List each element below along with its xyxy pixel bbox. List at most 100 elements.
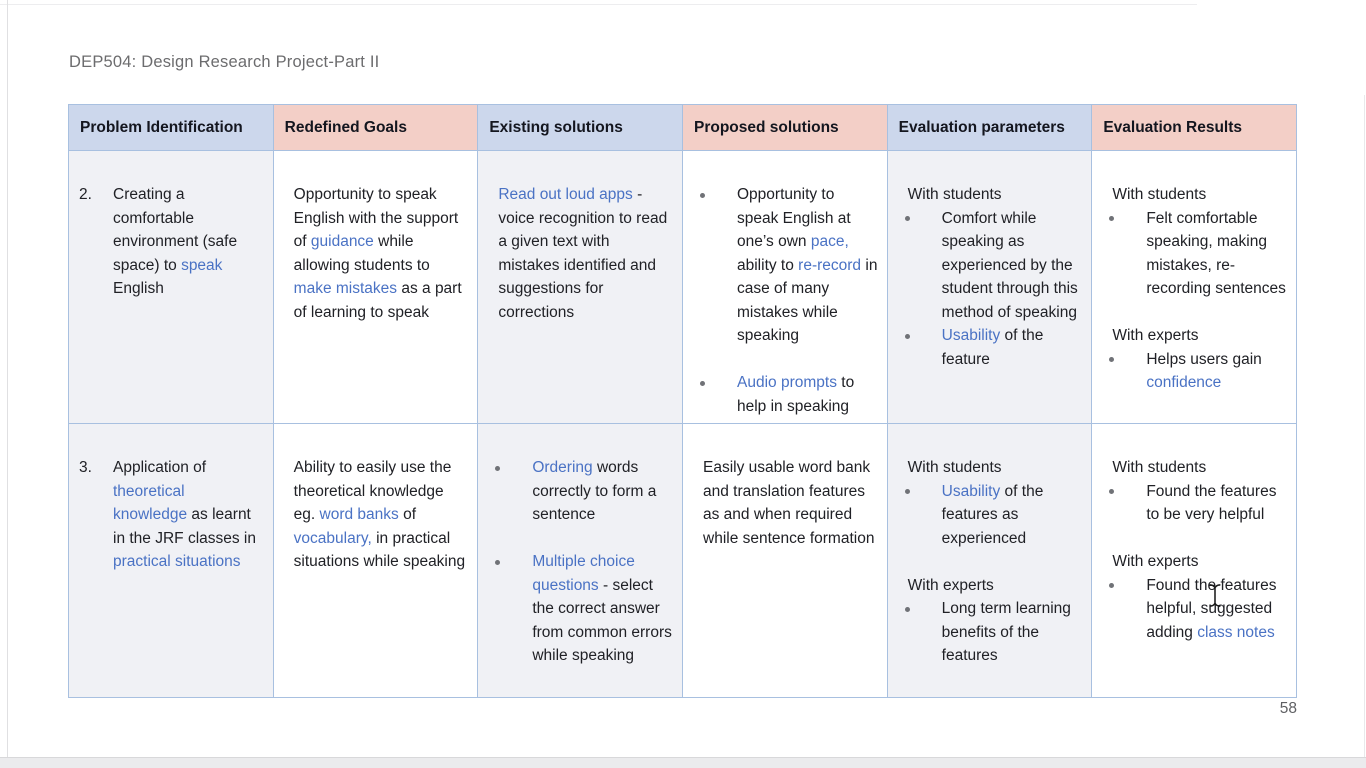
row-number: 3.: [79, 459, 92, 476]
text-link[interactable]: Ordering: [532, 459, 593, 476]
text-run: in case of many mistakes while speaking: [737, 256, 878, 345]
bullet-icon: [904, 597, 942, 668]
text-link[interactable]: practical situations: [113, 553, 241, 570]
slide-edge-top: [0, 4, 1197, 5]
bullet-item: Opportunity to speak English at one’s ow…: [683, 183, 887, 348]
bullet-text: Audio prompts to help in speaking: [737, 371, 879, 418]
text-run: With students: [1112, 186, 1207, 203]
text-run: Easily usable word bank and translation …: [703, 459, 875, 547]
text-run: Opportunity to speak English with the su…: [293, 186, 459, 250]
text-link[interactable]: Multiple choice questions: [532, 553, 635, 594]
text-link[interactable]: make mistakes: [293, 280, 398, 297]
text-link[interactable]: theoretical knowledge: [113, 482, 188, 524]
column-header-proposed-solutions: Proposed solutions: [683, 105, 888, 151]
text-run: With students: [1112, 459, 1207, 476]
table-cell-r3-c3: Ordering words correctly to form a sente…: [478, 424, 683, 698]
text-link[interactable]: pace,: [810, 233, 849, 250]
column-header-existing-solutions: Existing solutions: [478, 105, 683, 151]
text-link[interactable]: word banks: [319, 506, 399, 523]
bullet-item: Ordering words correctly to form a sente…: [478, 456, 682, 527]
text-link[interactable]: Audio prompts: [737, 374, 837, 391]
text-run: Ability to easily use the theoretical kn…: [293, 459, 452, 523]
bullet-icon: [904, 324, 942, 371]
text-run: With students: [907, 459, 1002, 476]
text-run: Comfort while speaking as experienced by…: [941, 209, 1078, 321]
text-run: ability to: [737, 256, 799, 274]
text-run: as a part of learning to speak: [293, 280, 462, 321]
text-run: words correctly to form a sentence: [532, 459, 657, 523]
blank-line: [683, 348, 887, 372]
bullet-text: Opportunity to speak English at one’s ow…: [737, 183, 879, 348]
text-link[interactable]: guidance: [310, 233, 374, 250]
bullet-text: Found the features to be very helpful: [1146, 480, 1288, 527]
paragraph: Read out loud apps - voice recognition t…: [478, 183, 682, 324]
paragraph: Opportunity to speak English with the su…: [274, 183, 478, 324]
column-header-redefined-goals: Redefined Goals: [273, 105, 479, 151]
bullet-icon: [494, 456, 532, 527]
text-run: With experts: [1112, 327, 1199, 344]
text-run: Opportunity to speak English at one’s ow…: [737, 186, 851, 250]
text-link[interactable]: Usability: [941, 482, 1001, 500]
page-number: 58: [1279, 700, 1297, 717]
paragraph: Ability to easily use the theoretical kn…: [274, 456, 478, 574]
text-link[interactable]: re-record: [798, 256, 862, 274]
table-cell-r3-c5: With students Usability of the features a…: [887, 424, 1093, 698]
paragraph: With students: [888, 183, 1092, 207]
text-link[interactable]: class notes: [1197, 623, 1275, 641]
text-run: of the features as experienced: [941, 482, 1044, 547]
text-link[interactable]: Read out loud apps: [498, 186, 633, 203]
bullet-item: Found the features to be very helpful: [1092, 480, 1296, 527]
text-run: With experts: [907, 576, 994, 594]
bullet-icon: [904, 480, 942, 551]
text-run: - select the correct answer from common …: [532, 576, 672, 665]
text-run: of the feature: [941, 327, 1044, 368]
table-cell-r2-c2: Opportunity to speak English with the su…: [273, 151, 479, 424]
text-run: Application of: [113, 459, 207, 476]
bullet-text: Helps users gain confidence: [1146, 348, 1288, 395]
bullet-text: Usability of the feature: [942, 324, 1084, 371]
bullet-item: Usability of the features as experienced: [888, 480, 1092, 551]
text-link[interactable]: Usability: [941, 327, 1001, 344]
text-run: Found the features to be very helpful: [1146, 482, 1277, 524]
bullet-text: Comfort while speaking as experienced by…: [942, 207, 1084, 325]
app-bottom-strip: [0, 757, 1366, 768]
text-run: as learnt in the JRF classes in: [113, 506, 256, 547]
column-header-evaluation-parameters: Evaluation parameters: [887, 105, 1093, 151]
text-run: With students: [907, 186, 1002, 203]
bullet-item: Usability of the feature: [888, 324, 1092, 371]
bullet-text: Ordering words correctly to form a sente…: [532, 456, 674, 527]
paragraph: Application of theoretical knowledge as …: [113, 456, 273, 574]
table-cell-r3-c1: 3. Application of theoretical knowledge a…: [69, 424, 274, 698]
paragraph: With experts: [888, 574, 1092, 598]
table-cell-r2-c5: With students Comfort while speaking as e…: [887, 151, 1093, 424]
slide-header-title: DEP504: Design Research Project-Part II: [69, 53, 380, 71]
text-run: Helps users gain: [1146, 350, 1262, 368]
text-run: in practical situations while speaking: [293, 529, 466, 571]
text-link[interactable]: speak: [181, 256, 223, 274]
bullet-icon: [699, 183, 737, 348]
bullet-item: Helps users gain confidence: [1092, 348, 1296, 395]
bullet-icon: [1108, 207, 1146, 301]
table-cell-r3-c4: Easily usable word bank and translation …: [683, 424, 888, 698]
slide-edge-right: [1364, 95, 1365, 757]
paragraph: Creating a comfortable environment (safe…: [113, 183, 273, 301]
text-cursor-icon: [1209, 584, 1221, 607]
blank-line: [1092, 527, 1296, 551]
table-cell-r2-c6: With students Felt comfortable speaking, …: [1092, 151, 1297, 424]
bullet-text: Usability of the features as experienced: [942, 480, 1084, 551]
table-cell-r3-c2: Ability to easily use the theoretical kn…: [273, 424, 479, 698]
bullet-item: Comfort while speaking as experienced by…: [888, 207, 1092, 325]
bullet-icon: [904, 207, 942, 325]
table-cell-r2-c4: Opportunity to speak English at one’s ow…: [683, 151, 888, 424]
bullet-icon: [494, 550, 532, 668]
bullet-icon: [1108, 348, 1146, 395]
text-run: to help in speaking: [737, 374, 855, 415]
text-run: Felt comfortable speaking, making mistak…: [1146, 209, 1286, 298]
paragraph: Easily usable word bank and translation …: [683, 456, 887, 550]
bullet-icon: [1108, 574, 1146, 645]
text-link[interactable]: vocabulary,: [293, 529, 372, 547]
blank-line: [478, 527, 682, 551]
text-link[interactable]: confidence: [1146, 374, 1222, 391]
bullet-icon: [1108, 480, 1146, 527]
bullet-item: Long term learning benefits of the featu…: [888, 597, 1092, 668]
